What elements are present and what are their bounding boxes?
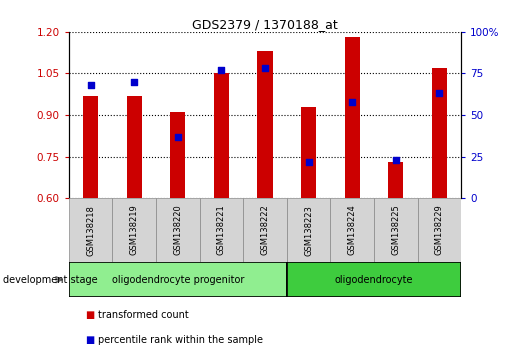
Point	[130, 79, 138, 85]
Point	[174, 134, 182, 139]
Bar	[287, 262, 461, 297]
Bar	[432, 68, 447, 198]
Bar	[243, 198, 287, 262]
Text: percentile rank within the sample: percentile rank within the sample	[98, 335, 263, 345]
Bar	[301, 107, 316, 198]
Bar	[388, 162, 403, 198]
Text: oligodendrocyte progenitor: oligodendrocyte progenitor	[112, 275, 244, 285]
Text: GSM138219: GSM138219	[130, 205, 139, 256]
Text: transformed count: transformed count	[98, 310, 189, 320]
Text: ■: ■	[85, 335, 94, 345]
Point	[261, 65, 269, 71]
Title: GDS2379 / 1370188_at: GDS2379 / 1370188_at	[192, 18, 338, 31]
Bar	[112, 198, 156, 262]
Text: GSM138221: GSM138221	[217, 205, 226, 256]
Bar	[69, 262, 287, 297]
Bar	[156, 198, 200, 262]
Point	[304, 159, 313, 165]
Text: GSM138225: GSM138225	[391, 205, 400, 256]
Bar	[200, 198, 243, 262]
Text: oligodendrocyte: oligodendrocyte	[334, 275, 413, 285]
Bar	[214, 73, 229, 198]
Point	[348, 99, 356, 104]
Bar	[344, 38, 360, 198]
Bar	[374, 198, 418, 262]
Bar	[418, 198, 461, 262]
Text: GSM138222: GSM138222	[261, 205, 269, 256]
Point	[217, 67, 226, 73]
Text: GSM138220: GSM138220	[173, 205, 182, 256]
Point	[392, 157, 400, 163]
Bar	[330, 198, 374, 262]
Text: GSM138229: GSM138229	[435, 205, 444, 256]
Bar	[170, 112, 185, 198]
Bar	[287, 198, 330, 262]
Bar	[69, 198, 112, 262]
Text: development stage: development stage	[3, 275, 98, 285]
Bar	[258, 51, 272, 198]
Text: GSM138218: GSM138218	[86, 205, 95, 256]
Bar	[127, 96, 142, 198]
Point	[435, 91, 444, 96]
Text: GSM138224: GSM138224	[348, 205, 357, 256]
Text: GSM138223: GSM138223	[304, 205, 313, 256]
Point	[86, 82, 95, 88]
Text: ■: ■	[85, 310, 94, 320]
Bar	[83, 96, 99, 198]
